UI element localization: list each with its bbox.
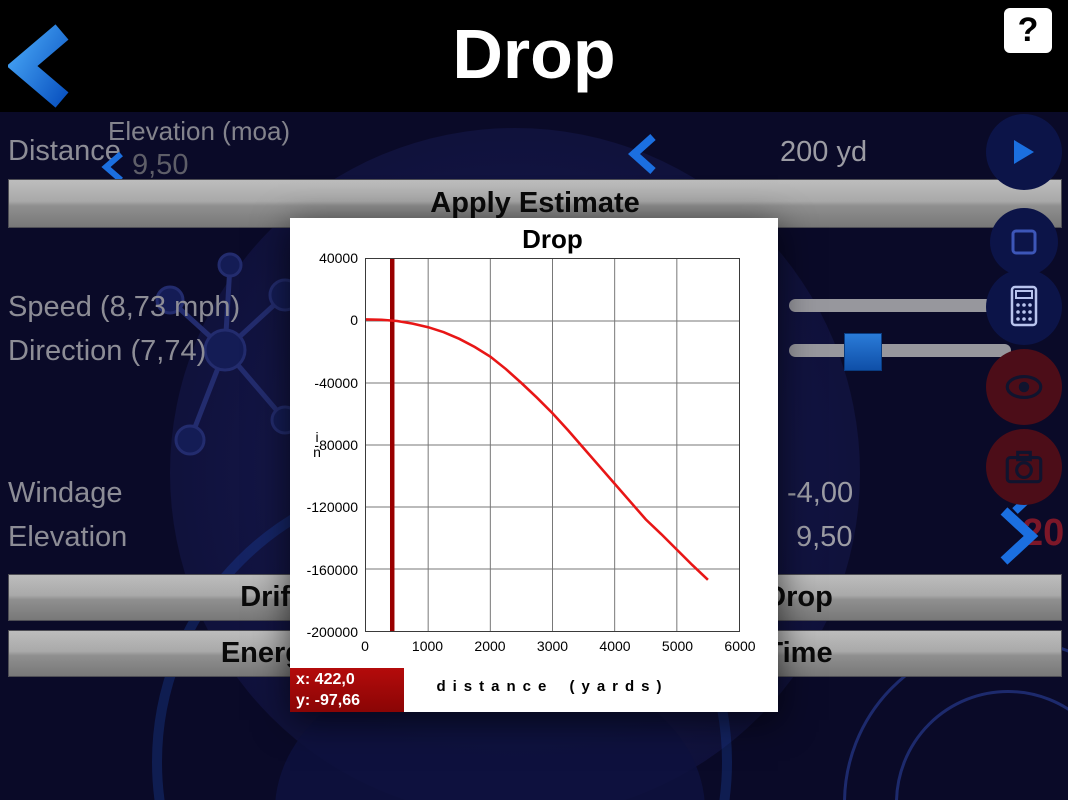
drop-chart-modal: Drop i n 40000 0 -40000 -80000 -120000 -16000… (290, 218, 778, 712)
x-tick-label: 5000 (661, 638, 694, 654)
wind-direction-slider-handle[interactable] (844, 333, 882, 371)
drop-curve (366, 318, 709, 581)
chart-plot-area[interactable] (365, 258, 740, 632)
page-title: Drop (452, 15, 616, 93)
wind-speed-label: Speed (8,73 mph) (8, 291, 241, 323)
x-tick-label: 3000 (536, 638, 569, 654)
x-tick-label: 0 (361, 638, 369, 654)
elevation-moa-value: 9,50 (132, 149, 189, 181)
y-tick-label: -200000 (306, 624, 358, 640)
y-tick-label: -160000 (306, 561, 358, 578)
windage-label: Windage (8, 477, 123, 509)
camera-button[interactable] (986, 429, 1062, 505)
x-tick-label: 6000 (724, 638, 756, 654)
window-tool-button[interactable] (990, 208, 1058, 276)
y-tick-label: -40000 (314, 374, 358, 391)
distance-value: 200 yd (780, 136, 868, 168)
y-tick-label: 0 (350, 312, 358, 329)
window-icon (1011, 229, 1037, 255)
wind-molecule-graphic (155, 252, 302, 456)
x-axis-label: distance (yards) (436, 678, 669, 695)
distance-label: Distance (8, 135, 121, 167)
next-arrow-icon (1014, 140, 1034, 164)
title-bar: Drop ? (0, 0, 1068, 112)
elevation-moa-label: Elevation (moa) (108, 116, 291, 146)
elevation-value: 9,50 (796, 521, 853, 553)
distance-decrease-chevron-icon[interactable] (626, 132, 660, 176)
x-tick-label: 2000 (474, 638, 506, 654)
cursor-readout-badge: x: 422,0 y: -97,66 (290, 668, 404, 712)
elevation-label: Elevation (8, 521, 128, 553)
elevation-moa-decrease-chevron-icon[interactable] (100, 150, 126, 184)
windage-value: -4,00 (787, 477, 854, 509)
wind-direction-label: Direction (7,74) (8, 335, 207, 367)
question-mark-icon: ? (1017, 11, 1039, 49)
y-tick-label: -80000 (314, 437, 358, 453)
eye-icon (1005, 374, 1043, 400)
back-button[interactable] (8, 24, 74, 108)
wind-speed-slider[interactable] (789, 299, 1011, 312)
y-tick-label: 40000 (319, 250, 358, 266)
readout-x-value: x: 422,0 (296, 671, 355, 688)
elevation-next-chevron-icon[interactable] (995, 505, 1041, 567)
calculator-button[interactable] (986, 269, 1062, 345)
wind-direction-slider[interactable] (789, 344, 1011, 357)
readout-y-value: y: -97,66 (296, 692, 361, 709)
camera-icon (1005, 450, 1043, 484)
chart-title: Drop (522, 224, 583, 254)
distance-next-button[interactable] (986, 114, 1062, 190)
calculator-icon (1010, 285, 1038, 327)
drop-curve-chart[interactable] (366, 259, 739, 631)
y-tick-label: -120000 (306, 499, 358, 516)
x-tick-label: 4000 (599, 638, 631, 654)
help-button[interactable]: ? (1004, 8, 1052, 53)
view-button[interactable] (986, 349, 1062, 425)
chevron-left-icon (8, 24, 69, 108)
y-axis-label: i n (313, 429, 321, 460)
x-tick-label: 1000 (411, 638, 444, 654)
